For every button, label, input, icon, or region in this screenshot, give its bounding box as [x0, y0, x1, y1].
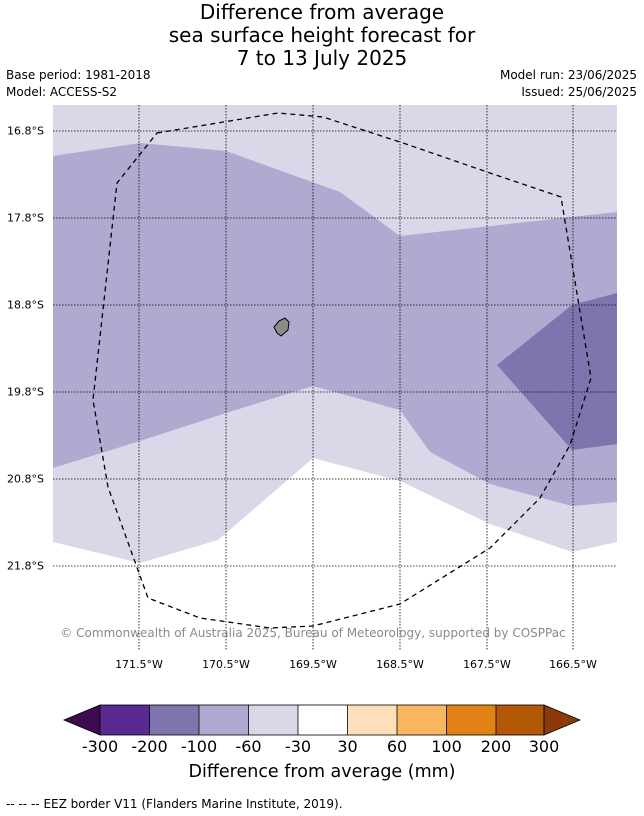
colorbar-bin — [248, 705, 298, 735]
region-minus-100-to-200 — [497, 293, 617, 450]
lat-label: 19.8°S — [7, 385, 44, 399]
title-line-3: 7 to 13 July 2025 — [236, 46, 408, 70]
base-period: Base period: 1981-2018 — [6, 68, 151, 82]
colorbar-bin — [199, 705, 249, 735]
title-line-2: sea surface height forecast for — [168, 23, 476, 47]
grid-lines — [53, 105, 617, 650]
lon-label: 170.5°W — [202, 658, 250, 671]
metadata-right: Model run: 23/06/2025 Issued: 25/06/2025 — [500, 67, 637, 101]
metadata-left: Base period: 1981-2018 Model: ACCESS-S2 — [6, 67, 151, 101]
colorbar-low-extend — [62, 704, 101, 736]
colorbar-bin — [347, 705, 397, 735]
region-minus-60-to-100 — [53, 143, 617, 506]
colorbar-bin — [298, 705, 348, 735]
colorbar-tick: 200 — [480, 737, 512, 756]
copyright-notice: © Commonwealth of Australia 2025, Bureau… — [60, 626, 566, 640]
colorbar-tick: -300 — [81, 737, 119, 756]
lat-label: 17.8°S — [7, 211, 44, 225]
issue-date: Issued: 25/06/2025 — [521, 85, 637, 99]
lon-label: 166.5°W — [549, 658, 597, 671]
colorbar-bin — [100, 705, 150, 735]
model-name: Model: ACCESS-S2 — [6, 85, 118, 99]
lat-label: 18.8°S — [7, 298, 44, 312]
lat-label: 21.8°S — [7, 559, 44, 573]
colorbar-tick: 300 — [528, 737, 560, 756]
eez-line-sample: -- -- -- — [6, 797, 40, 811]
eez-legend-text: EEZ border V11 (Flanders Marine Institut… — [43, 797, 343, 811]
colorbar-title: Difference from average (mm) — [188, 762, 456, 782]
colorbar-tick: 100 — [431, 737, 462, 756]
title-line-1: Difference from average — [199, 0, 445, 24]
colorbar-bin — [496, 705, 544, 735]
map-fill-layer — [53, 105, 617, 650]
colorbar-tick: -30 — [284, 737, 312, 756]
colorbar-high-extend — [543, 704, 582, 736]
model-run: Model run: 23/06/2025 — [499, 68, 637, 82]
eez-border — [92, 112, 592, 629]
eez-legend-note: -- -- -- EEZ border V11 (Flanders Marine… — [6, 797, 343, 811]
colorbar-tick: 60 — [386, 737, 408, 756]
island-shape — [273, 317, 290, 337]
colorbar-outline — [99, 704, 545, 736]
chart-title: Difference from average sea surface heig… — [0, 1, 644, 70]
lat-label: 16.8°S — [7, 124, 44, 138]
lon-label: 171.5°W — [115, 658, 163, 671]
colorbar-tick: 30 — [337, 737, 358, 756]
colorbar-tick: -100 — [180, 737, 218, 756]
lon-label: 167.5°W — [463, 658, 511, 671]
lat-label: 20.8°S — [7, 472, 44, 486]
lon-label: 168.5°W — [376, 658, 424, 671]
lon-label: 169.5°W — [289, 658, 337, 671]
colorbar-bin — [397, 705, 447, 735]
colorbar-bin — [446, 705, 496, 735]
sea-height-map — [53, 105, 617, 650]
colorbar-tick: -200 — [131, 737, 168, 756]
colorbar-tick: -60 — [235, 737, 262, 756]
colorbar-bin — [149, 705, 199, 735]
